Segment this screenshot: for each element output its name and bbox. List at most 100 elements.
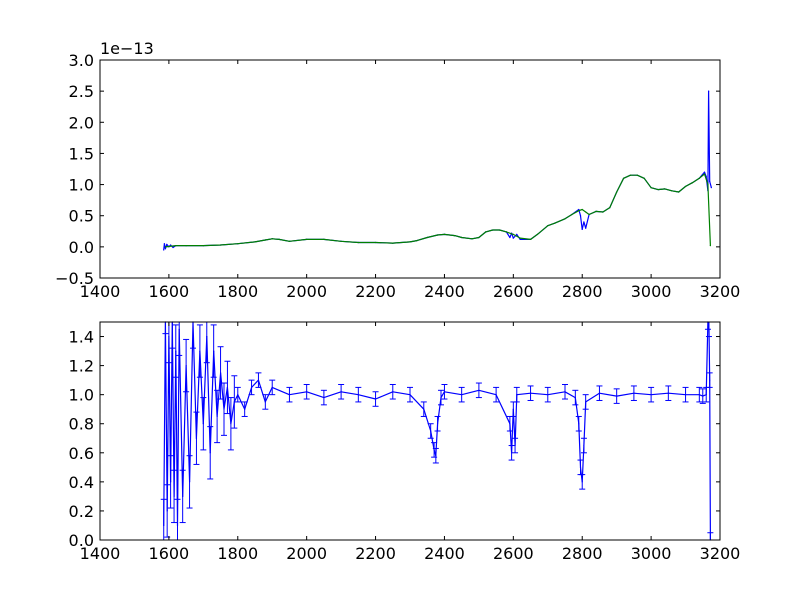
top-x-tick-label: 2400 [424, 282, 465, 301]
top-series-1-point [512, 233, 514, 235]
bottom-x-tick-label: 2000 [286, 544, 327, 563]
bottom-y-tick-label: 1.4 [69, 328, 94, 347]
bottom-y-tick-label: 1.0 [69, 386, 94, 405]
bottom-series-0-point [244, 408, 246, 410]
top-series-1-point [323, 238, 325, 240]
top-series-1-point [636, 174, 638, 176]
bottom-series-0-point [168, 335, 170, 338]
bottom-series-0-point [702, 395, 704, 397]
top-series-1-point [709, 245, 711, 247]
top-series-0-point [163, 243, 166, 245]
bottom-series-0-point [511, 452, 513, 454]
top-series-1-point [219, 244, 222, 246]
top-series-1-point [306, 238, 308, 240]
top-series-1-point [595, 210, 597, 212]
bottom-series-0-point [223, 408, 225, 410]
bottom-series-0-point [461, 394, 463, 396]
bottom-series-0-point [271, 386, 273, 388]
top-y-tick-label: 3.0 [69, 51, 94, 70]
top-series-1-point [278, 238, 280, 240]
top-series-0-point [516, 233, 518, 235]
bottom-series-0-point [199, 350, 201, 352]
top-series-1-point [684, 185, 687, 188]
bottom-x-tick-label: 2400 [424, 544, 465, 563]
bottom-series-0-point [182, 495, 184, 497]
bottom-plot-area [100, 322, 720, 540]
top-series-1-point [443, 233, 446, 235]
top-series-1-point [175, 245, 177, 247]
top-series-1-point [643, 177, 645, 179]
top-series-1-point [237, 243, 239, 245]
top-series-1-point [571, 213, 573, 216]
bottom-series-0-point [195, 437, 198, 439]
bottom-axes-frame [99, 321, 721, 541]
top-series-1-point [616, 191, 618, 193]
top-series-1-point [585, 211, 587, 213]
bottom-y-tick-label: 0.4 [69, 473, 94, 492]
bottom-series-group [160, 321, 714, 541]
bottom-series-0-point [708, 328, 710, 330]
top-series-0-point [708, 90, 710, 92]
bottom-ratio-panel: 1400 1600 1800 2000 2200 2400 2600 2800 3000 3200… [69, 321, 741, 563]
top-y-tick-label: 1.0 [69, 176, 94, 195]
top-x-tick-label: 2600 [493, 282, 534, 301]
bottom-series-0-point [209, 452, 211, 454]
top-y-tick-label: 2.5 [69, 82, 94, 101]
top-y-tick-label: 0.0 [69, 238, 94, 257]
top-series-1-point [498, 229, 501, 231]
bottom-series-0-point [509, 423, 511, 425]
top-series-1-point [536, 233, 539, 235]
bottom-series-0-point [478, 389, 480, 391]
top-y-tick-label: −0.5 [55, 269, 94, 288]
top-y-tick-label: 1.5 [69, 144, 94, 163]
bottom-x-tick-label: 1400 [80, 544, 121, 563]
bottom-x-tick-label: 3200 [700, 544, 741, 563]
top-series-1-point [202, 245, 204, 247]
bottom-series-0-point [514, 444, 516, 447]
bottom-y-tick-label: 0.0 [69, 531, 94, 550]
top-spectrum-panel: 1400 1600 1800 2000 2200 2400 2600 2800 3000 3200… [55, 39, 740, 301]
top-series-1-point [505, 231, 508, 233]
bottom-series-0-point [219, 372, 222, 374]
top-series-1-point [588, 213, 590, 216]
bottom-series-0-point [547, 394, 549, 396]
top-series-1-point [609, 207, 611, 209]
bottom-series-0-point [529, 392, 532, 394]
top-series-1-point [426, 236, 428, 239]
bottom-series-0-point [598, 392, 601, 394]
bottom-y-tick-label: 0.2 [69, 502, 94, 521]
bottom-series-0-point [578, 423, 580, 425]
top-series-1-point [622, 177, 625, 179]
bottom-x-tick-label: 3000 [631, 544, 672, 563]
top-series-1-point [657, 188, 659, 191]
top-series-1-point [416, 240, 418, 242]
top-series-1-point [547, 225, 549, 227]
bottom-series-0-point [170, 481, 172, 483]
top-x-tick-label: 2800 [562, 282, 603, 301]
top-series-1-point [578, 210, 580, 212]
bottom-series-0-point [178, 328, 180, 330]
bottom-x-tick-label: 2800 [562, 544, 603, 563]
top-series-1-point [485, 231, 487, 233]
bottom-series-0-point [436, 423, 439, 425]
top-series-1-point [707, 183, 709, 186]
top-x-tick-label: 1400 [80, 282, 121, 301]
bottom-series-0-point [433, 449, 435, 451]
top-series-0-point [170, 244, 172, 246]
bottom-series-0-point [340, 391, 342, 393]
bottom-series-0-point [237, 394, 239, 396]
bottom-series-0-point [206, 335, 208, 338]
top-series-1-point [650, 187, 652, 189]
bottom-series-0-point [633, 392, 635, 394]
top-series-0-point [703, 171, 706, 173]
bottom-x-tick-label: 1600 [149, 544, 190, 563]
top-series-1-point [564, 218, 566, 220]
bottom-x-tick-label: 2600 [493, 544, 534, 563]
top-series-1-point [164, 246, 167, 248]
top-series-0-point [579, 215, 582, 217]
bottom-series-0-point [512, 408, 514, 410]
top-series-0-point [164, 248, 167, 250]
top-series-0-point [583, 221, 585, 223]
bottom-x-tick-label: 1800 [217, 544, 258, 563]
